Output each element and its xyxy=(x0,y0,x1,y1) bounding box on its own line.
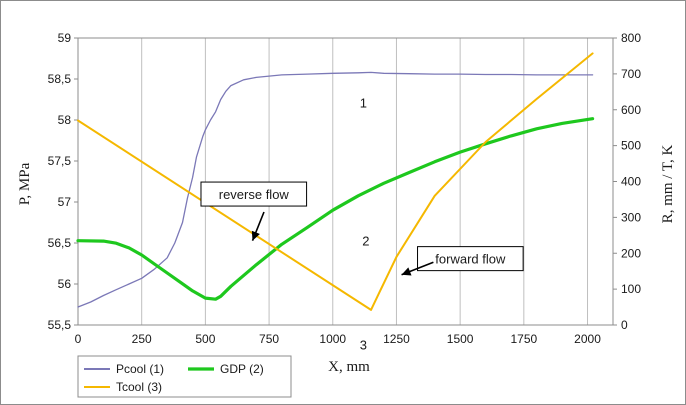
y2-tick-label: 200 xyxy=(621,246,641,260)
x-tick-label: 0 xyxy=(75,332,82,346)
y2-tick-label: 300 xyxy=(621,210,641,224)
forward-flow-label-box xyxy=(417,246,524,272)
reverse-flow-label-box xyxy=(200,181,308,207)
series-layer xyxy=(76,52,595,311)
y2-tick-label: 500 xyxy=(621,139,641,153)
y-tick-label: 56 xyxy=(58,277,72,291)
y-tick-label: 55,5 xyxy=(48,318,72,332)
x-tick-label: 1000 xyxy=(319,332,346,346)
x-tick-label: 750 xyxy=(259,332,279,346)
y2-tick-label: 400 xyxy=(621,175,641,189)
x-tick-label: 1500 xyxy=(447,332,474,346)
legend-item-tcool-label: Tcool (3) xyxy=(116,380,162,394)
y2-tick-label: 100 xyxy=(621,282,641,296)
plot-area-border xyxy=(77,37,614,326)
pcool-series-line xyxy=(77,71,594,308)
x-tick-label: 2000 xyxy=(574,332,601,346)
forward-flow-arrow-head xyxy=(401,267,412,276)
curve-label-1: 1 xyxy=(360,96,367,111)
legend: Pcool (1) GDP (2) Tcool (3) xyxy=(77,355,292,398)
x-tick-label: 1750 xyxy=(510,332,537,346)
y-tick-label: 58,5 xyxy=(48,72,72,86)
legend-item-gdp-label: GDP (2) xyxy=(220,362,264,376)
y2-tick-label: 600 xyxy=(621,103,641,117)
y-tick-label: 58 xyxy=(58,113,72,127)
reverse-flow-label: reverse flow xyxy=(219,187,290,202)
y2-tick-label: 0 xyxy=(621,318,628,332)
x-tick-label: 1250 xyxy=(383,332,410,346)
annotation-layer: 1 2 3 reverse flow forward flow xyxy=(200,96,524,352)
y2-tick-label: 800 xyxy=(621,31,641,45)
curve-label-2: 2 xyxy=(362,234,369,249)
x-tick-label: 500 xyxy=(195,332,215,346)
gdp-series-line xyxy=(76,117,595,301)
y-tick-label: 57,5 xyxy=(48,154,72,168)
legend-item-pcool-label: Pcool (1) xyxy=(116,362,164,376)
y2-tick-label: 700 xyxy=(621,67,641,81)
x-axis-title: X, mm xyxy=(328,359,370,375)
forward-flow-label: forward flow xyxy=(435,252,506,267)
reverse-flow-arrow-head xyxy=(251,230,260,241)
legend-box xyxy=(77,355,292,398)
grid-layer xyxy=(141,38,589,325)
y-axis-title: P, MPa xyxy=(17,162,33,205)
x-tick-label: 250 xyxy=(132,332,152,346)
axes-layer: 0 250 500 750 1000 1250 1500 1750 200055,55656,5… xyxy=(48,31,642,346)
tcool-series-line xyxy=(77,52,594,311)
y-tick-label: 57 xyxy=(58,195,72,209)
y-tick-label: 59 xyxy=(58,31,72,45)
y-tick-label: 56,5 xyxy=(48,236,72,250)
curve-label-3: 3 xyxy=(360,337,367,352)
y2-axis-title: R, mm / T, K xyxy=(660,145,676,224)
